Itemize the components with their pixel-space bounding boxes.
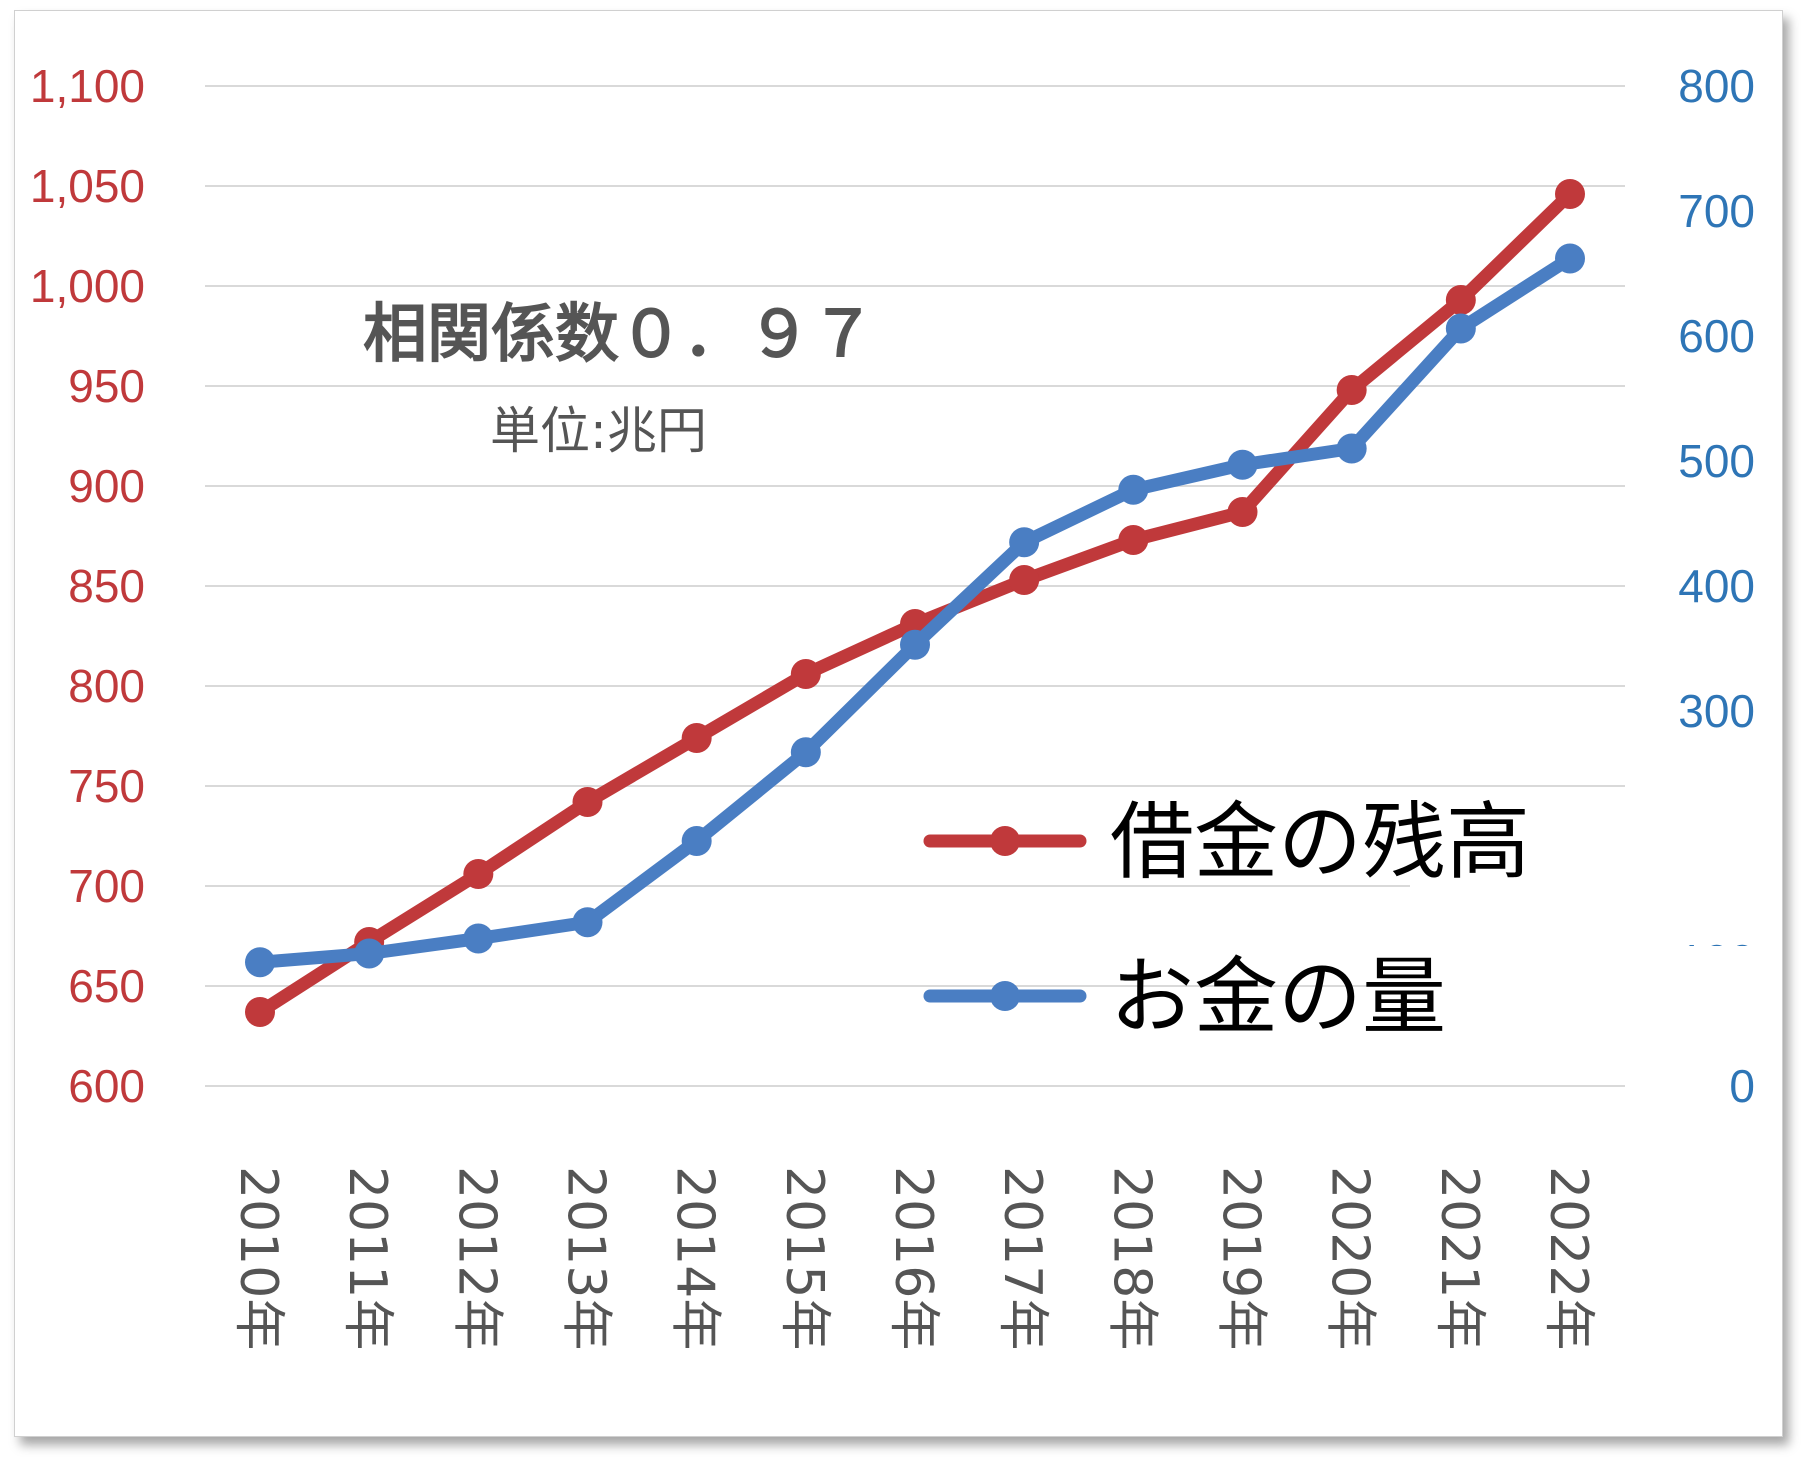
- left-axis-tick-label: 800: [68, 660, 145, 712]
- legend-background: [1410, 946, 1782, 1046]
- gridlines: [205, 85, 1625, 1087]
- x-axis-tick-label: 2017年: [992, 1166, 1052, 1350]
- series-point: [1009, 527, 1040, 558]
- left-axis-tick-label: 700: [68, 860, 145, 912]
- left-axis-tick-label: 750: [68, 760, 145, 812]
- series-point: [1118, 474, 1149, 505]
- series-point: [1445, 285, 1476, 315]
- chart-frame: 600 650 700 750 800 850 900 950 1,000 1,050 1,100 …: [14, 10, 1783, 1437]
- series-point: [681, 723, 712, 753]
- series-point: [1118, 525, 1149, 555]
- x-axis-tick-label: 2014年: [665, 1166, 725, 1350]
- right-axis-tick-label: 700: [1678, 185, 1755, 237]
- x-axis-ticks: 2010年 2011年 2012年 2013年 2014年 2015年 2016年 2017年…: [228, 1166, 1598, 1350]
- legend-label: 借金の残高: [1110, 793, 1530, 891]
- series-point: [245, 947, 275, 978]
- series-point: [1555, 243, 1585, 274]
- x-axis-tick-label: 2019年: [1211, 1166, 1271, 1350]
- series-point: [572, 907, 603, 938]
- left-axis-tick-label: 600: [68, 1060, 145, 1112]
- series-layer: [245, 179, 1585, 1027]
- left-axis-tick-label: 950: [68, 360, 145, 412]
- right-axis-tick-label: 800: [1678, 60, 1755, 112]
- series-point: [1227, 497, 1258, 527]
- series-point: [354, 938, 385, 969]
- right-axis-tick-label: 0: [1729, 1060, 1755, 1112]
- x-axis-tick-label: 2010年: [228, 1166, 288, 1350]
- x-axis-tick-label: 2016年: [883, 1166, 943, 1350]
- series-point: [1227, 449, 1258, 480]
- series-point: [463, 923, 494, 954]
- correlation-annotation: 相関係数０．９７: [363, 298, 875, 372]
- x-axis-tick-label: 2020年: [1320, 1166, 1380, 1350]
- x-axis-tick-label: 2012年: [446, 1166, 506, 1350]
- left-axis-tick-label: 900: [68, 460, 145, 512]
- series-point: [1445, 313, 1476, 344]
- x-axis-tick-label: 2015年: [774, 1166, 834, 1350]
- right-axis-tick-label: 300: [1678, 685, 1755, 737]
- series-point: [1336, 375, 1367, 405]
- left-axis-tick-label: 1,100: [30, 60, 145, 112]
- series-point: [463, 859, 494, 889]
- x-axis-tick-label: 2021年: [1429, 1166, 1489, 1350]
- x-axis-tick-label: 2018年: [1101, 1166, 1161, 1350]
- series-point: [572, 787, 603, 817]
- series-point: [681, 826, 712, 856]
- series-point: [1009, 565, 1040, 595]
- series-point: [245, 997, 275, 1027]
- right-axis-tick-label: 600: [1678, 310, 1755, 362]
- series-point: [900, 629, 930, 660]
- legend-background: [1410, 791, 1782, 891]
- left-axis-tick-label: 1,050: [30, 160, 145, 212]
- legend-swatch-marker: [990, 826, 1020, 856]
- series-point: [1555, 179, 1585, 209]
- left-axis-tick-label: 650: [68, 960, 145, 1012]
- left-axis-tick-label: 1,000: [30, 260, 145, 312]
- x-axis-tick-label: 2022年: [1538, 1166, 1598, 1350]
- left-axis-tick-label: 850: [68, 560, 145, 612]
- right-axis-tick-label: 500: [1678, 435, 1755, 487]
- x-axis-tick-label: 2013年: [556, 1166, 616, 1350]
- left-axis-ticks: 600 650 700 750 800 850 900 950 1,000 1,050 1,100: [30, 60, 145, 1112]
- series-point: [790, 737, 821, 768]
- x-axis-tick-label: 2011年: [337, 1166, 397, 1350]
- unit-annotation: 単位:兆円: [490, 402, 707, 460]
- legend-swatch-marker: [990, 981, 1020, 1011]
- dual-axis-line-chart: 6006507007508008509009501,0001,0501,100 …: [30, 60, 1782, 1350]
- series-point: [1336, 433, 1367, 464]
- series-point: [790, 659, 821, 689]
- legend-label: お金の量: [1110, 948, 1446, 1046]
- right-axis-tick-label: 400: [1678, 560, 1755, 612]
